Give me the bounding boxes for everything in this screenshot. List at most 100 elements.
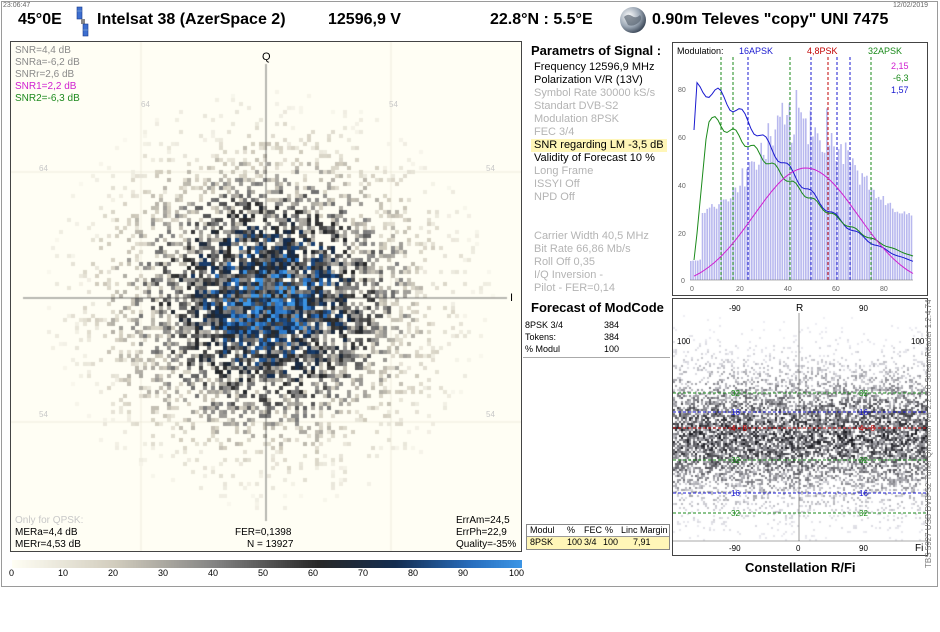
quality-value: Quality=-35%: [456, 539, 517, 550]
errph-value: ErrPh=22,9: [456, 527, 507, 538]
forecast-modul-value: 100: [604, 344, 620, 354]
col-percent-2: %: [605, 525, 614, 535]
y-tick: 20: [678, 231, 686, 238]
param-symbol-rate: Symbol Rate 30000 kS/s: [534, 87, 656, 99]
histogram-bar: [798, 107, 800, 280]
cell-percent-2: 100: [603, 537, 619, 547]
params-list-2: Carrier Width 40,5 MHz Bit Rate 66,86 Mb…: [534, 230, 670, 296]
histogram-bar: [781, 102, 784, 280]
rfi-line-label: 16: [731, 489, 740, 498]
histogram-bar: [755, 169, 758, 280]
histogram-bar: [802, 118, 805, 280]
series-blue-line: [693, 81, 914, 262]
axis-q-label: Q: [262, 51, 271, 63]
tick-label: 54: [486, 410, 495, 419]
scale-label: 90: [458, 568, 469, 578]
histogram-bar: [821, 151, 824, 280]
histogram-bar: [788, 103, 791, 280]
param-pilot: Pilot - FER=0,14: [534, 282, 616, 294]
hist-value-blue: 1,57: [891, 85, 909, 95]
hist-value-magenta: 2,15: [891, 61, 909, 71]
cell-modul: 8PSK: [530, 537, 554, 547]
axis-i-label: I: [510, 292, 514, 304]
histogram-bar: [725, 199, 727, 280]
x-tick: 20: [736, 286, 744, 293]
histogram-bar: [863, 176, 866, 280]
rfi-tick-bottom: 90: [859, 544, 868, 553]
histogram-bar: [783, 124, 786, 280]
histogram-bar: [898, 213, 901, 280]
rfi-line-label: 16: [859, 408, 868, 417]
constellation-rfi-label: Constellation R/Fi: [745, 560, 856, 575]
x-tick: 0: [690, 286, 694, 293]
histogram-bar: [819, 140, 821, 280]
x-tick: 60: [832, 286, 840, 293]
scale-label: 60: [308, 568, 319, 578]
snr-line-5: SNR2=-6,3 dB: [15, 93, 80, 104]
param-issyi: ISSYI Off: [534, 178, 580, 190]
histogram-bar: [758, 164, 760, 280]
scale-label: 30: [158, 568, 169, 578]
hist-mod-16apsk: 16APSK: [739, 46, 773, 56]
rfi-line-label: 16: [859, 489, 868, 498]
histogram-bar: [906, 214, 908, 280]
dish-info: 0.90m Televes "copy" UNI 7475: [652, 11, 889, 28]
histogram-bar: [814, 127, 816, 280]
rfi-line-label: 4 - 8: [731, 424, 748, 433]
histogram-bar: [856, 170, 859, 280]
col-fec: FEC: [584, 525, 602, 535]
histogram-bar: [807, 144, 809, 280]
histogram-bar: [704, 212, 706, 280]
col-link-margin: Linc Margin: [621, 525, 668, 535]
window-frame: [1, 1, 938, 587]
histogram-bar: [722, 199, 725, 280]
histogram-bar: [837, 149, 840, 280]
location: 22.8°N : 5.5°E: [490, 11, 593, 28]
histogram-bar: [713, 206, 716, 280]
histogram-bar: [809, 110, 812, 280]
histogram-bar: [896, 211, 899, 280]
histogram-bar: [744, 186, 746, 280]
cell-fec: 3/4: [584, 537, 597, 547]
histogram-bar: [769, 136, 772, 280]
rfi-tick-bottom: -90: [729, 544, 741, 553]
histogram-bar: [830, 133, 833, 280]
histogram-bar: [690, 261, 692, 280]
histogram-bar: [847, 150, 849, 280]
histogram-bar: [786, 115, 788, 280]
y-tick: 80: [678, 87, 686, 94]
histogram-bar: [779, 116, 781, 280]
histogram-bar: [805, 118, 807, 281]
histogram-bar: [772, 145, 774, 280]
params-title: Parametrs of Signal :: [531, 43, 662, 58]
tick-label: 54: [486, 164, 495, 173]
rfi-tick-top: -90: [729, 304, 741, 313]
rfi-line-label: 32: [731, 456, 740, 465]
snr-line-3: SNRr=2,6 dB: [15, 69, 75, 80]
forecast-tokens-label: Tokens:: [525, 332, 557, 342]
histogram-bar: [842, 164, 845, 280]
rfi-scatter: [673, 299, 927, 555]
hist-value-green: -6,3: [893, 73, 909, 83]
tick-label: 54: [39, 410, 48, 419]
histogram-bar: [852, 158, 854, 280]
histogram-bar: [776, 115, 779, 280]
hist-title: Modulation:: [677, 46, 724, 56]
snr-line-2: SNRa=-6,2 dB: [15, 57, 80, 68]
histogram-bar: [849, 163, 852, 280]
histogram-bar: [708, 207, 711, 280]
histogram-bar: [823, 152, 826, 280]
scale-label: 40: [208, 568, 219, 578]
modcode-table: Modul % FEC % Linc Margin 8PSK 100 3/4 1…: [526, 524, 670, 550]
forecast-title: Forecast of ModCode: [531, 300, 664, 315]
frequency-polarization: 12596,9 V: [328, 11, 401, 28]
histogram-bar: [891, 208, 894, 280]
hist-mod-32apsk: 32APSK: [868, 46, 902, 56]
cell-link-margin: 7,91: [633, 537, 651, 547]
rfi-line-label: 32: [859, 389, 868, 398]
constellation-plot: SNR=4,4 dB SNRa=-6,2 dB SNRr=2,6 dB SNR1…: [10, 41, 522, 552]
histogram-bar: [736, 192, 739, 280]
histogram-bar: [908, 213, 910, 280]
forecast-divider: [523, 357, 670, 358]
scale-label: 10: [58, 568, 69, 578]
